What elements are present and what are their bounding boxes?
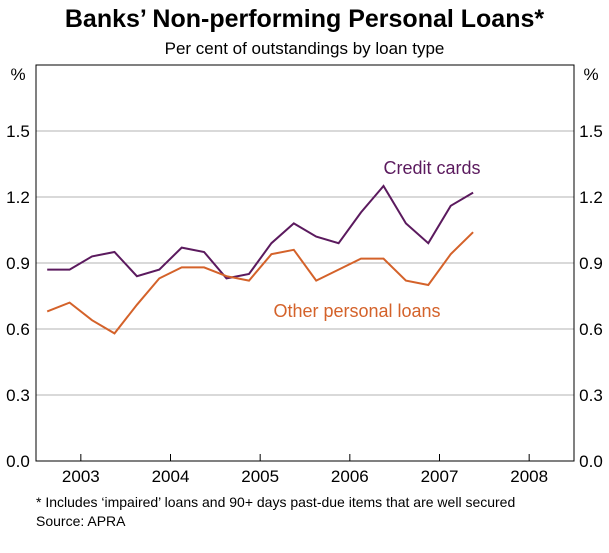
y-tick-label: 0.0 xyxy=(579,452,603,471)
series-line-credit-cards xyxy=(47,184,474,280)
y-tick-label: 1.5 xyxy=(579,122,603,141)
x-tick-label: 2006 xyxy=(331,467,369,486)
y-tick-label: 0.6 xyxy=(6,320,30,339)
x-tick-label: 2004 xyxy=(152,467,190,486)
source-note: Source: APRA xyxy=(36,513,126,529)
gridlines xyxy=(36,130,574,396)
chart-title: Banks’ Non-performing Personal Loans* xyxy=(65,5,545,33)
x-tick-label: 2003 xyxy=(62,467,100,486)
y-tick-label: 0.3 xyxy=(579,386,603,405)
y-tick-label: 1.2 xyxy=(6,188,30,207)
x-tick-label: 2005 xyxy=(241,467,279,486)
series-line-other-personal-loans xyxy=(46,231,474,335)
y-tick-labels-left: 0.0 0.3 0.6 0.9 1.2 1.5 xyxy=(6,122,30,471)
x-tick-label: 2007 xyxy=(421,467,459,486)
series-label-other-personal-loans: Other personal loans xyxy=(273,301,440,321)
y-tick-labels-right: 0.0 0.3 0.6 0.9 1.2 1.5 xyxy=(579,122,603,471)
x-tick-labels: 2003 2004 2005 2006 2007 2008 xyxy=(62,467,548,486)
y-tick-label: 1.2 xyxy=(579,188,603,207)
chart-subtitle: Per cent of outstandings by loan type xyxy=(165,39,445,58)
y-tick-label: 0.0 xyxy=(6,452,30,471)
y-unit-left: % xyxy=(10,65,25,84)
x-tick-marks xyxy=(80,454,530,461)
y-tick-label: 0.9 xyxy=(6,254,30,273)
plot-frame xyxy=(35,64,575,462)
y-tick-label: 0.3 xyxy=(6,386,30,405)
y-tick-label: 0.6 xyxy=(579,320,603,339)
y-tick-label: 1.5 xyxy=(6,122,30,141)
series-lines xyxy=(46,184,474,335)
x-tick-label: 2008 xyxy=(510,467,548,486)
y-tick-label: 0.9 xyxy=(579,254,603,273)
y-unit-right: % xyxy=(583,65,598,84)
footnote: * Includes ‘impaired’ loans and 90+ days… xyxy=(36,494,515,510)
series-label-credit-cards: Credit cards xyxy=(383,158,480,178)
